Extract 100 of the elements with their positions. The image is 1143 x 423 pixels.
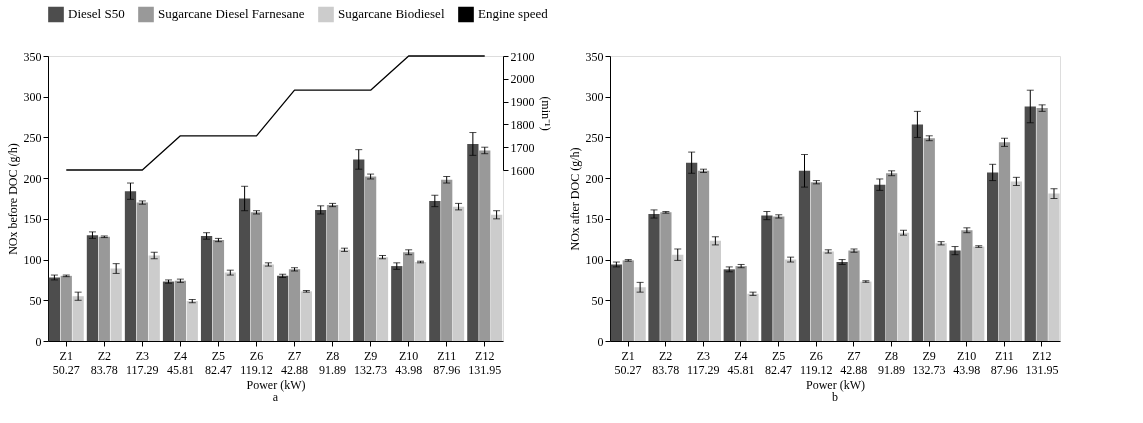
bar	[634, 287, 646, 341]
bar	[353, 159, 365, 341]
bar	[848, 250, 860, 341]
y2-tick-label: 1600	[510, 163, 535, 178]
bar	[467, 143, 479, 341]
bar	[761, 215, 773, 341]
line-series	[65, 55, 486, 171]
x-tick-label: Z9 132.73	[354, 348, 388, 377]
bar	[1010, 181, 1023, 341]
bar	[810, 182, 823, 341]
x-tick-label: Z10 43.98	[395, 348, 423, 377]
text: a	[272, 390, 279, 404]
bar	[672, 254, 684, 341]
y-tick-label: 300	[23, 90, 42, 105]
x-tick-label: Z6 119.12	[240, 348, 273, 377]
legend-label: Sugarcane Biodiesel	[338, 6, 445, 22]
y-tick-label: 250	[23, 130, 42, 145]
bar	[1048, 193, 1060, 341]
x-axis-title: Power (kW)	[806, 377, 865, 392]
bar	[441, 179, 453, 341]
y-tick-label: 350	[23, 49, 42, 64]
bar	[277, 275, 289, 341]
y-tick-label: 350	[585, 49, 604, 64]
bar	[660, 212, 672, 341]
x-tick-label: Z5 82.47	[765, 348, 793, 377]
x-tick-label: Z12 131.95	[468, 348, 502, 377]
bar	[798, 170, 811, 341]
x-tick-label: Z4 45.81	[727, 348, 755, 377]
x-tick-label: Z11 87.96	[433, 348, 461, 377]
x-tick-label: Z11 87.96	[990, 348, 1018, 377]
bar	[697, 170, 710, 341]
x-tick-label: Z12 131.95	[1025, 348, 1059, 377]
y-tick-label: 0	[35, 334, 42, 349]
bar	[429, 200, 441, 341]
bar	[338, 249, 351, 341]
x-tick-label: Z2 83.78	[652, 348, 680, 377]
x-tick-label: Z8 91.89	[319, 348, 347, 377]
bar	[262, 264, 274, 341]
bar	[1024, 106, 1036, 341]
x-tick-label: Z5 82.47	[204, 348, 232, 377]
bar	[238, 198, 251, 341]
bar	[72, 296, 84, 341]
x-tick-label: Z7 42.88	[281, 348, 309, 377]
x-tick-label: Z7 42.88	[840, 348, 868, 377]
x-axis-title: Power (kW)	[246, 377, 306, 392]
bar	[987, 172, 999, 341]
bar	[124, 191, 137, 341]
y2-axis-title: (min⁻¹)	[538, 96, 553, 131]
x-tick-label: Z8 91.89	[877, 348, 905, 377]
x-tick-label: Z3 117.29	[126, 348, 159, 377]
y2-tick-label: 1700	[510, 140, 535, 155]
bar	[860, 281, 872, 341]
y2-tick-label: 2100	[510, 49, 535, 64]
x-tick-label: Z1 50.27	[614, 348, 642, 377]
legend-label: Engine speed	[478, 6, 549, 22]
bar	[622, 260, 634, 341]
bar	[998, 142, 1011, 341]
bar	[136, 202, 148, 341]
y-tick-label: 300	[585, 90, 604, 105]
x-tick-label: Z9 132.73	[912, 348, 946, 377]
bar	[973, 246, 985, 341]
y-tick-label: 100	[585, 253, 604, 268]
x-tick-label: Z2 83.78	[90, 348, 118, 377]
bar	[98, 236, 110, 341]
legend-label: Sugarcane Diesel Farnesane	[158, 6, 305, 22]
x-tick-label: Z4 45.81	[166, 348, 194, 377]
bar	[186, 301, 198, 341]
y-tick-label: 0	[597, 334, 604, 349]
x-tick-label: Z10 43.98	[953, 348, 981, 377]
y2-tick-label: 2000	[510, 72, 535, 87]
bar	[773, 216, 785, 341]
bar	[60, 275, 72, 341]
x-tick-label: Z1 50.27	[52, 348, 80, 377]
y-tick-label: 50	[591, 293, 604, 308]
x-tick-label: Z3 117.29	[687, 348, 720, 377]
text: b	[832, 390, 838, 404]
y2-tick-label: 1900	[510, 95, 535, 110]
bar	[874, 184, 886, 341]
y-tick-label: 100	[23, 253, 42, 268]
y-tick-label: 150	[585, 212, 604, 227]
y2-tick-label: 1800	[510, 117, 535, 132]
bar	[174, 280, 187, 341]
y-tick-label: 250	[585, 130, 604, 145]
y-axis-title: NOx before DOC (g/h)	[5, 143, 20, 255]
y-tick-label: 150	[23, 212, 42, 227]
bar	[686, 162, 698, 341]
y-tick-label: 200	[23, 171, 42, 186]
y-tick-label: 50	[29, 293, 42, 308]
bar	[300, 291, 313, 341]
y-tick-label: 200	[585, 171, 604, 186]
bar	[935, 243, 947, 341]
bar	[288, 269, 301, 341]
bar	[250, 212, 263, 341]
bar	[747, 293, 759, 341]
bar	[822, 251, 834, 341]
bar	[162, 281, 175, 341]
legend-label: Diesel S50	[68, 6, 125, 22]
bar	[376, 257, 389, 341]
bar	[911, 124, 924, 341]
bar	[414, 262, 427, 341]
